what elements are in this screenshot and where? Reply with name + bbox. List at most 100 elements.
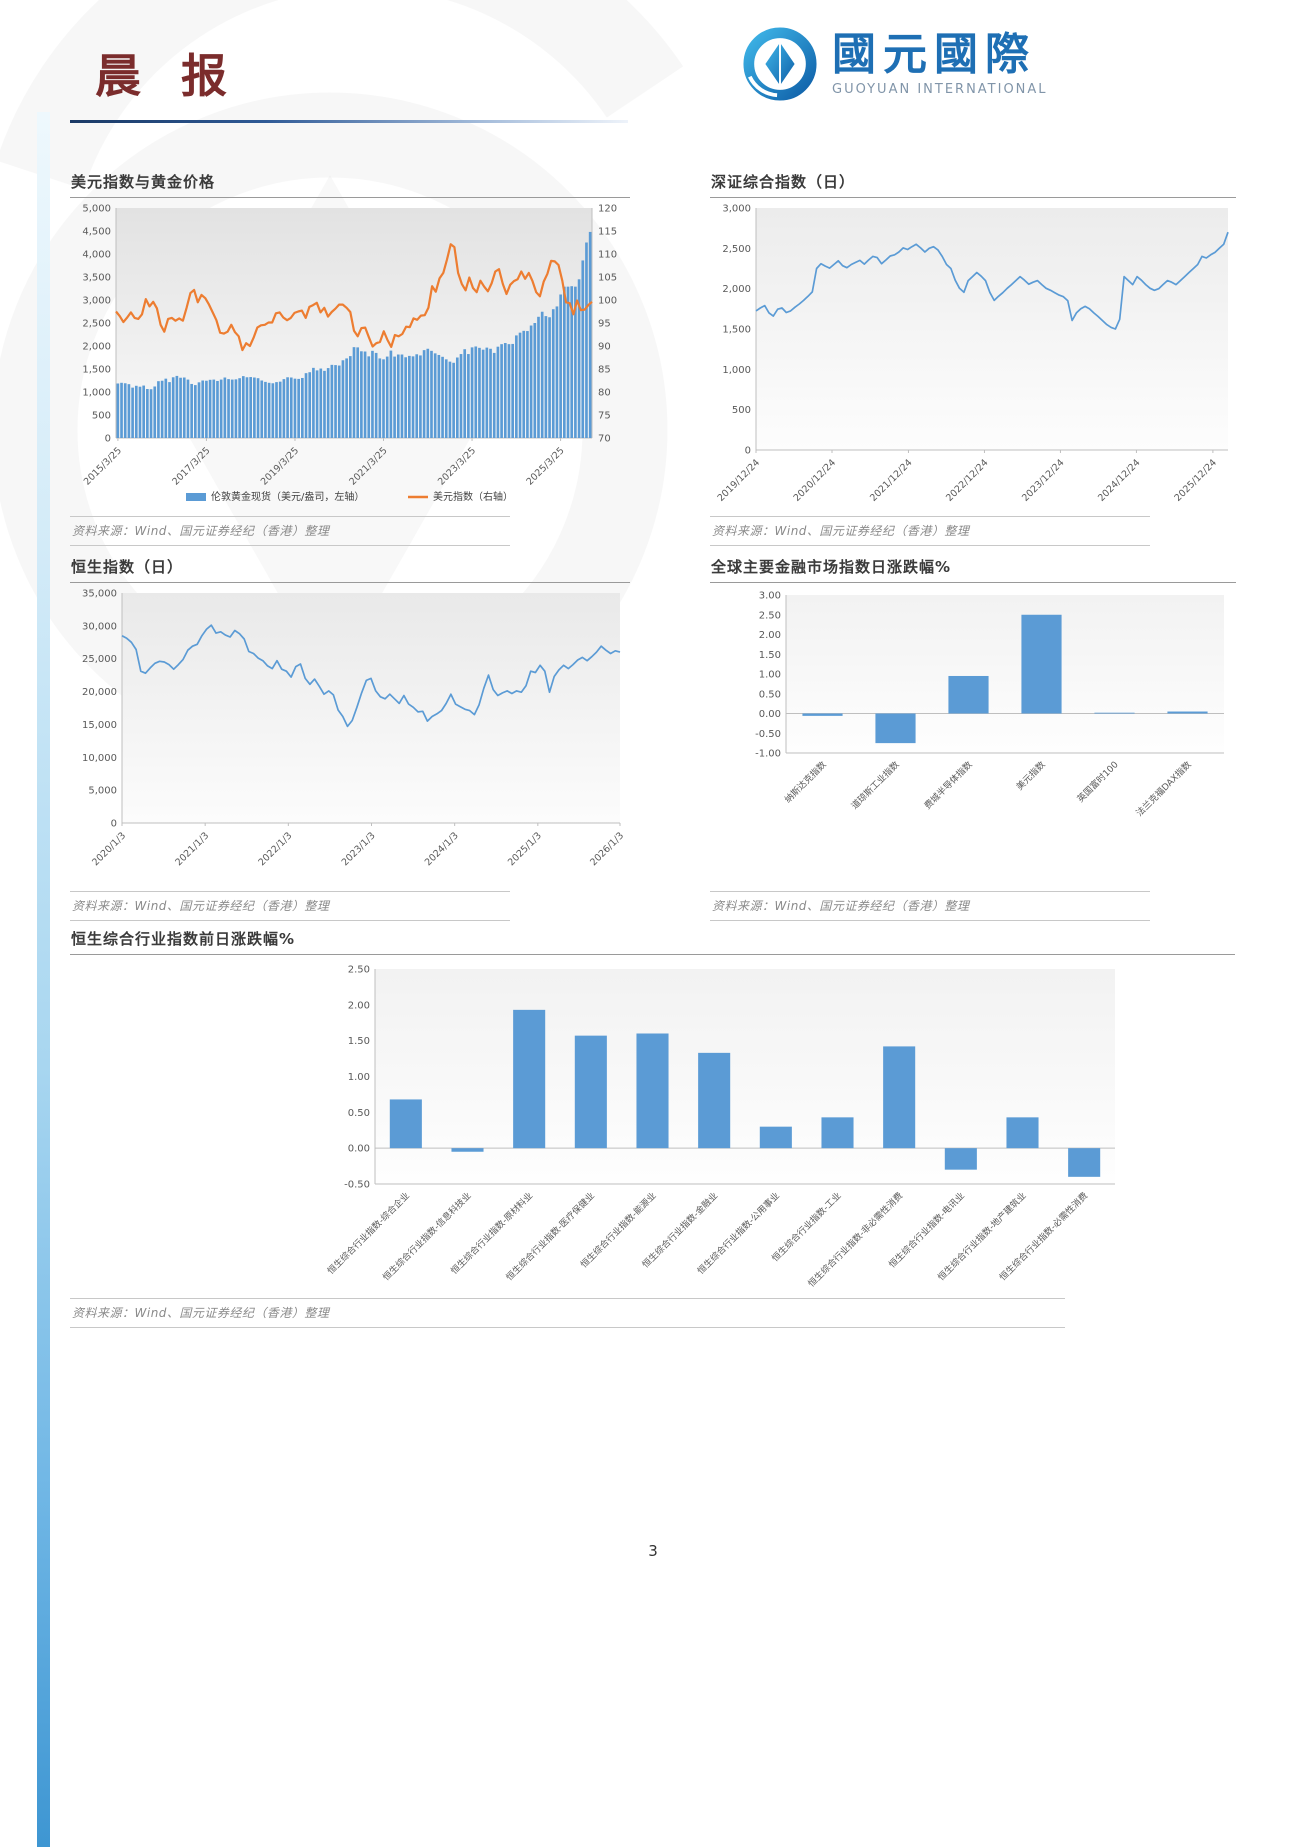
svg-text:10,000: 10,000 [82, 753, 117, 764]
source-note: 资料来源：Wind、国元证券经纪（香港）整理 [70, 516, 510, 546]
chart-szse-composite: 深证综合指数（日） 0 500 1,000 1,500 2,000 2,500 3,000 2… [710, 168, 1236, 546]
svg-text:2.50: 2.50 [348, 965, 370, 976]
chart-title-szse: 深证综合指数（日） [710, 168, 1236, 198]
svg-text:0.50: 0.50 [348, 1108, 370, 1119]
svg-text:85: 85 [598, 365, 611, 376]
svg-text:2017/3/25: 2017/3/25 [170, 445, 212, 487]
svg-text:3,000: 3,000 [722, 204, 751, 215]
source-note: 资料来源：Wind、国元证券经纪（香港）整理 [710, 891, 1150, 921]
brand-name-en: GUOYUAN INTERNATIONAL [832, 81, 1048, 97]
svg-text:纳斯达克指数: 纳斯达克指数 [782, 759, 829, 806]
svg-text:恒生综合行业指数-非必需性消费: 恒生综合行业指数-非必需性消费 [805, 1190, 905, 1290]
svg-text:120: 120 [598, 204, 617, 215]
usd-gold-chart-canvas: 0 500 1,000 1,500 2,000 2,500 3,000 3,500 4,000 4… [82, 204, 617, 504]
svg-text:美元指数: 美元指数 [1014, 759, 1048, 793]
svg-text:105: 105 [598, 273, 617, 284]
svg-text:2023/1/3: 2023/1/3 [340, 830, 378, 868]
svg-text:法兰克福DAX指数: 法兰克福DAX指数 [1133, 759, 1193, 819]
chart-hsci-industries: 恒生综合行业指数前日涨跌幅% -0.50 0.00 0.50 1.00 1.50 2.00… [70, 925, 1235, 1328]
svg-text:30,000: 30,000 [82, 621, 117, 632]
svg-text:-0.50: -0.50 [344, 1180, 370, 1191]
szse-chart-canvas: 0 500 1,000 1,500 2,000 2,500 3,000 2019/12/24 2… [716, 204, 1229, 504]
svg-text:-1.00: -1.00 [755, 749, 781, 760]
svg-text:费城半导体指数: 费城半导体指数 [922, 759, 975, 812]
svg-text:75: 75 [598, 411, 611, 422]
svg-text:20,000: 20,000 [82, 687, 117, 698]
source-note: 资料来源：Wind、国元证券经纪（香港）整理 [710, 516, 1150, 546]
svg-text:0.50: 0.50 [759, 689, 781, 700]
svg-text:1.00: 1.00 [348, 1072, 370, 1083]
svg-text:1,000: 1,000 [722, 365, 751, 376]
svg-text:2,000: 2,000 [82, 342, 111, 353]
svg-text:2019/3/25: 2019/3/25 [259, 445, 301, 487]
title-underline [70, 120, 628, 123]
page-number: 3 [648, 1542, 658, 1560]
svg-text:2025/3/25: 2025/3/25 [524, 445, 566, 487]
svg-text:2020/12/24: 2020/12/24 [792, 457, 839, 504]
svg-text:25,000: 25,000 [82, 654, 117, 665]
source-note: 资料来源：Wind、国元证券经纪（香港）整理 [70, 891, 510, 921]
svg-text:95: 95 [598, 319, 611, 330]
hsci-industries-chart-canvas: -0.500.000.501.001.502.002.50恒生综合行业指数-综合… [325, 965, 1115, 1290]
svg-text:4,500: 4,500 [82, 227, 111, 238]
svg-text:110: 110 [598, 250, 617, 261]
svg-text:英国富时100: 英国富时100 [1075, 758, 1121, 804]
guoyuan-logo-icon [743, 27, 817, 101]
chart-usd-gold: 美元指数与黄金价格 0 500 1,000 1,500 2,000 2,500 3,000 3… [70, 168, 630, 546]
svg-text:500: 500 [92, 411, 111, 422]
left-accent-strip [37, 112, 50, 1847]
svg-text:0: 0 [105, 434, 111, 445]
svg-text:1,000: 1,000 [82, 388, 111, 399]
svg-text:2022/1/3: 2022/1/3 [257, 830, 295, 868]
svg-text:2023/3/25: 2023/3/25 [436, 445, 478, 487]
svg-text:2,500: 2,500 [722, 244, 751, 255]
svg-text:5,000: 5,000 [82, 204, 111, 215]
hang-seng-chart-canvas: 0 5,000 10,000 15,000 20,000 25,000 30,000 35,0… [82, 589, 626, 869]
svg-text:2015/3/25: 2015/3/25 [82, 445, 124, 487]
svg-text:2021/12/24: 2021/12/24 [868, 457, 915, 504]
svg-text:2026/1/3: 2026/1/3 [588, 830, 626, 868]
source-note: 资料来源：Wind、国元证券经纪（香港）整理 [70, 1298, 1065, 1328]
svg-text:1,500: 1,500 [722, 325, 751, 336]
brand-text: 國元國際 GUOYUAN INTERNATIONAL [832, 29, 1048, 97]
svg-text:2023/12/24: 2023/12/24 [1020, 457, 1067, 504]
svg-text:0: 0 [111, 819, 117, 830]
brand-logo: 國元國際 GUOYUAN INTERNATIONAL [742, 26, 1048, 102]
brand-name-cn: 國元國際 [832, 29, 1036, 81]
chart-title-hang-seng: 恒生指数（日） [70, 553, 630, 583]
page-title: 晨 报 [95, 49, 240, 103]
chart-hang-seng: 恒生指数（日） 0 5,000 10,000 15,000 20,000 25,000 30… [70, 553, 630, 921]
svg-text:500: 500 [732, 405, 751, 416]
svg-text:2.00: 2.00 [759, 630, 781, 641]
svg-text:3,000: 3,000 [82, 296, 111, 307]
svg-text:2024/12/24: 2024/12/24 [1096, 457, 1143, 504]
chart-title-hsci-industries: 恒生综合行业指数前日涨跌幅% [70, 925, 1235, 955]
svg-text:2024/1/3: 2024/1/3 [423, 830, 461, 868]
svg-text:2,000: 2,000 [722, 284, 751, 295]
svg-text:2,500: 2,500 [82, 319, 111, 330]
svg-text:15,000: 15,000 [82, 720, 117, 731]
svg-text:2.50: 2.50 [759, 610, 781, 621]
svg-text:美元指数（右轴）: 美元指数（右轴） [433, 490, 513, 503]
svg-text:2025/12/24: 2025/12/24 [1173, 457, 1220, 504]
svg-text:115: 115 [598, 227, 617, 238]
svg-text:80: 80 [598, 388, 611, 399]
svg-text:0.00: 0.00 [759, 709, 781, 720]
svg-text:70: 70 [598, 434, 611, 445]
svg-text:1.00: 1.00 [759, 670, 781, 681]
chart-title-usd-gold: 美元指数与黄金价格 [70, 168, 630, 198]
svg-text:2025/1/3: 2025/1/3 [506, 830, 544, 868]
svg-text:2021/3/25: 2021/3/25 [347, 445, 389, 487]
global-indices-chart-canvas: -1.00 -0.50 0.00 0.50 1.00 1.50 2.00 2.50 3.00 纳斯… [755, 591, 1224, 819]
svg-text:-0.50: -0.50 [755, 729, 781, 740]
svg-text:0: 0 [745, 446, 751, 457]
svg-text:2020/1/3: 2020/1/3 [90, 830, 128, 868]
svg-text:2021/1/3: 2021/1/3 [173, 830, 211, 868]
svg-text:0.00: 0.00 [348, 1144, 370, 1155]
svg-text:道琼斯工业指数: 道琼斯工业指数 [849, 759, 902, 812]
svg-text:1.50: 1.50 [759, 650, 781, 661]
chart-title-global-indices: 全球主要金融市场指数日涨跌幅% [710, 553, 1236, 583]
svg-text:35,000: 35,000 [82, 589, 117, 600]
svg-text:90: 90 [598, 342, 611, 353]
